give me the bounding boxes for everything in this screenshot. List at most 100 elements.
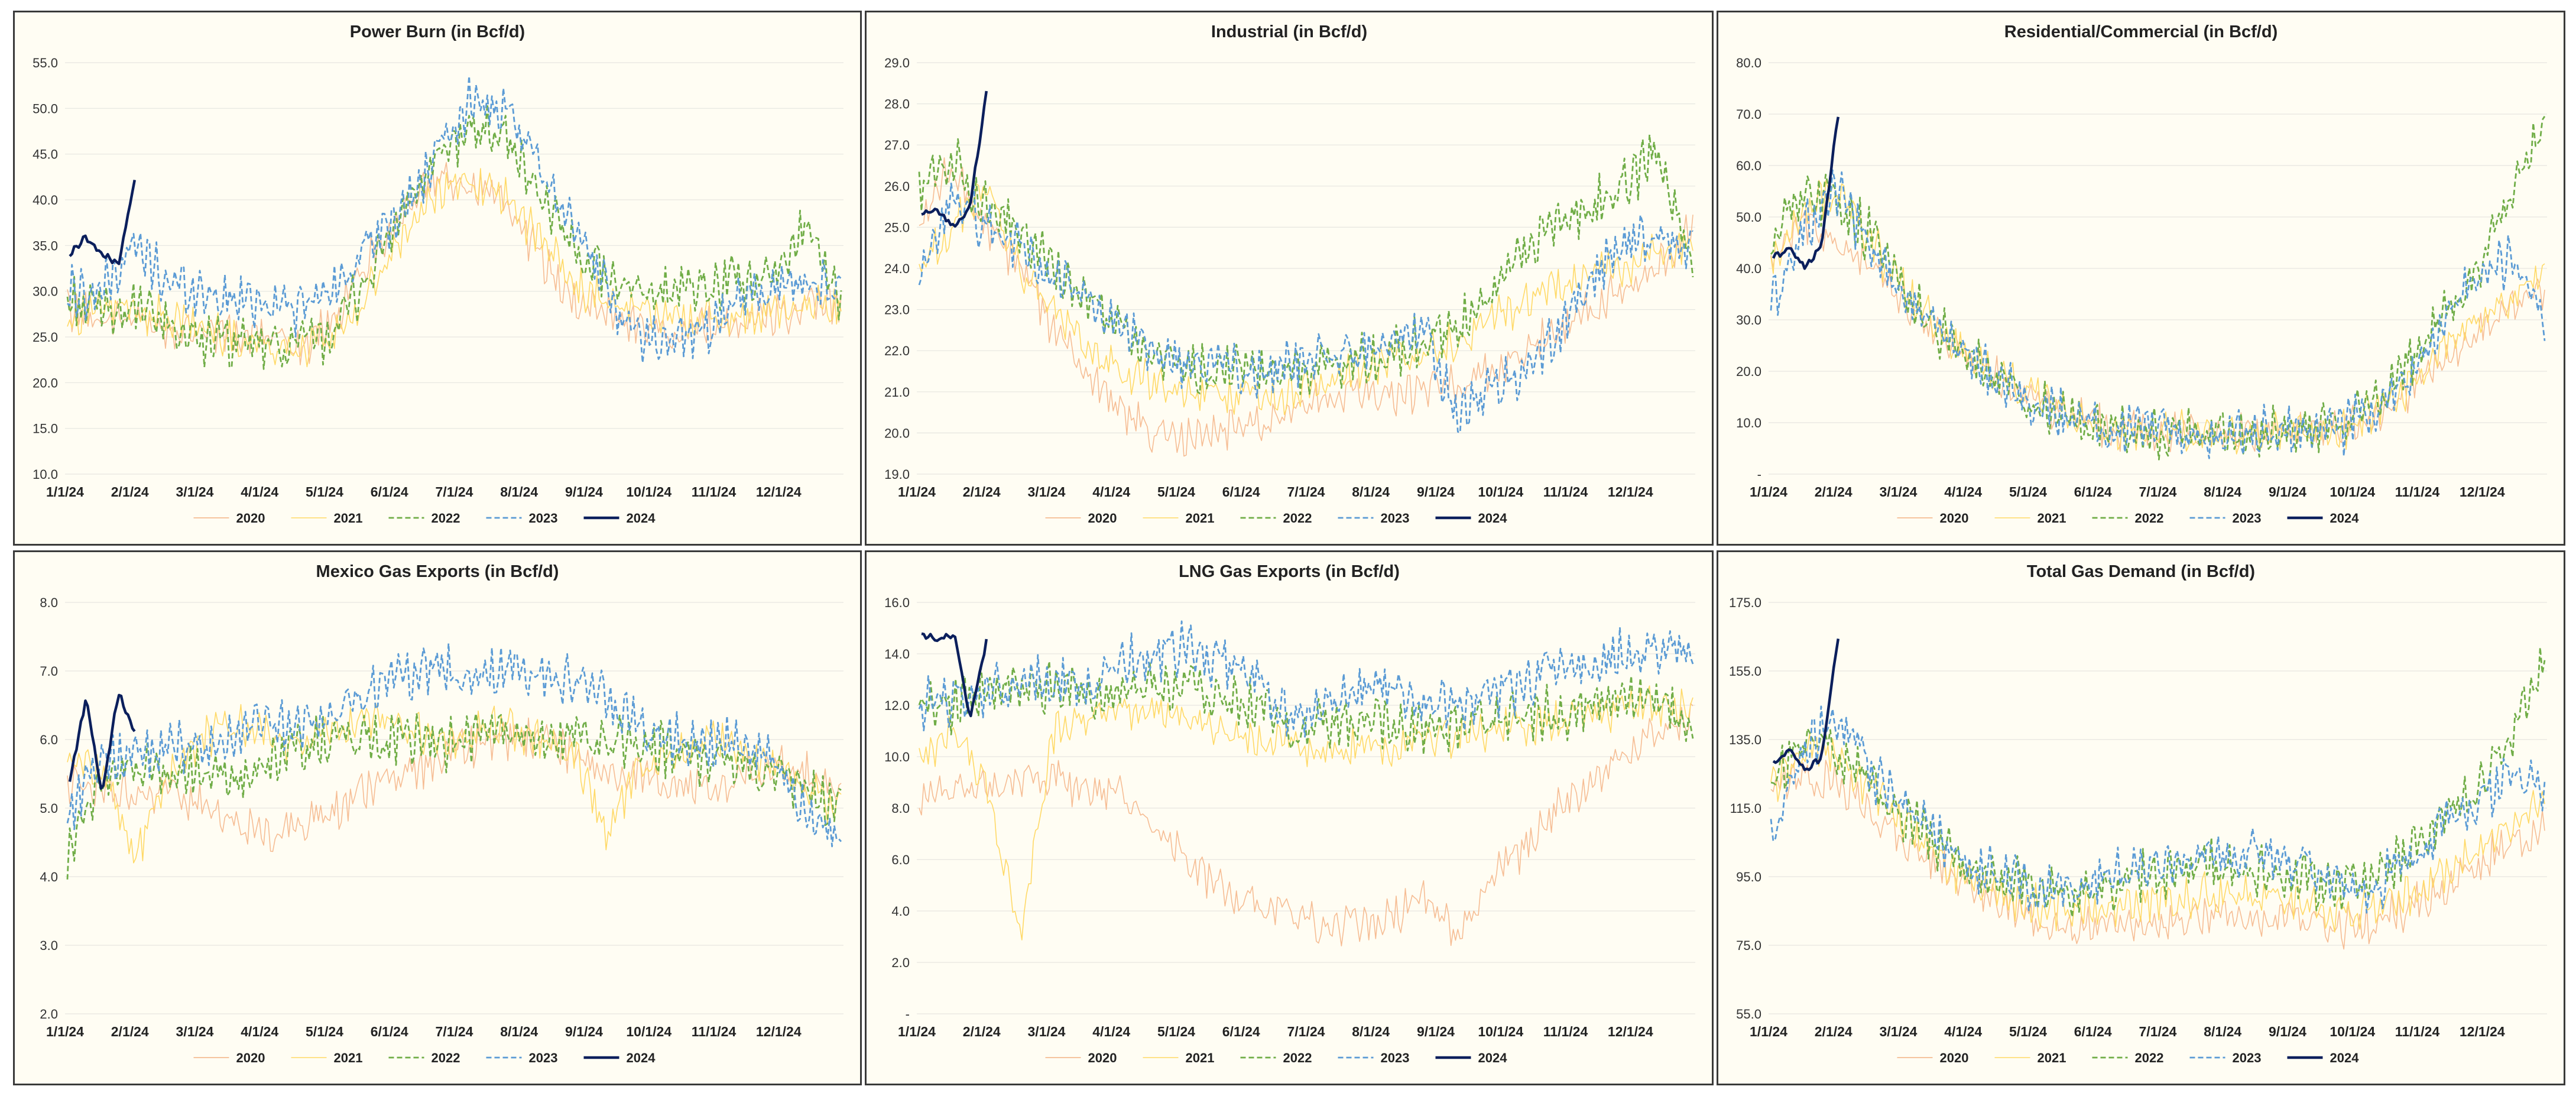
x-tick-label: 5/1/24	[1157, 1024, 1195, 1039]
legend-label: 2020	[1088, 511, 1117, 526]
x-tick-label: 8/1/24	[2204, 484, 2241, 500]
x-tick-label: 1/1/24	[898, 484, 936, 500]
series-line-2024	[1772, 638, 1840, 771]
y-tick-label: 20.0	[884, 426, 910, 440]
x-tick-label: 12/1/24	[2460, 484, 2505, 500]
x-tick-label: 6/1/24	[2074, 484, 2112, 500]
x-tick-label: 3/1/24	[176, 1024, 214, 1039]
legend-label: 2022	[432, 511, 460, 526]
y-tick-label: 80.0	[1736, 56, 1761, 70]
x-tick-label: 6/1/24	[371, 484, 408, 500]
legend-label: 2022	[432, 1050, 460, 1065]
chart-panel-3: Residential/Commercial (in Bcf/d) - 10.0 20…	[1717, 11, 2565, 546]
y-tick-label: 4.0	[891, 904, 910, 919]
x-tick-label: 4/1/24	[1944, 1024, 1982, 1039]
x-tick-label: 10/1/24	[626, 484, 671, 500]
y-tick-label: -	[906, 1007, 910, 1022]
legend-label: 2021	[1186, 1050, 1215, 1065]
x-tick-label: 6/1/24	[2074, 1024, 2112, 1039]
x-tick-label: 11/1/24	[692, 484, 737, 500]
x-tick-label: 5/1/24	[2009, 1024, 2047, 1039]
x-tick-label: 1/1/24	[898, 1024, 936, 1039]
legend-label: 2022	[1283, 511, 1312, 526]
x-tick-label: 10/1/24	[1478, 1024, 1523, 1039]
series-line-2021	[919, 183, 1693, 416]
y-tick-label: 20.0	[1736, 364, 1761, 379]
legend-label: 2023	[1381, 511, 1410, 526]
chart-panel-2: Industrial (in Bcf/d) 19.0 20.0 21.0 22.0 23.…	[865, 11, 1714, 546]
series-line-2023	[918, 182, 1693, 434]
series-line-2022	[1770, 116, 2546, 461]
x-tick-label: 2/1/24	[111, 484, 149, 500]
y-tick-label: 155.0	[1729, 664, 1761, 679]
x-tick-label: 11/1/24	[2395, 1024, 2440, 1039]
y-tick-label: 22.0	[884, 343, 910, 358]
legend-label: 2023	[529, 1050, 558, 1065]
y-tick-label: 30.0	[1736, 313, 1761, 327]
x-tick-label: 7/1/24	[1287, 484, 1325, 500]
y-tick-label: 29.0	[884, 56, 910, 70]
y-tick-label: 8.0	[891, 801, 910, 816]
y-tick-label: 135.0	[1729, 732, 1761, 747]
legend-label: 2024	[1478, 511, 1508, 526]
y-tick-label: 28.0	[884, 97, 910, 112]
y-tick-label: 25.0	[884, 220, 910, 235]
y-tick-label: 70.0	[1736, 107, 1761, 122]
legend-label: 2022	[1283, 1050, 1312, 1065]
x-tick-label: 8/1/24	[500, 484, 538, 500]
chart-title: Power Burn (in Bcf/d)	[350, 22, 525, 41]
y-tick-label: -	[1757, 467, 1761, 482]
legend-label: 2024	[627, 1050, 656, 1065]
y-tick-label: 19.0	[884, 467, 910, 482]
chart-title: Industrial (in Bcf/d)	[1211, 22, 1367, 41]
x-tick-label: 10/1/24	[2330, 1024, 2375, 1039]
y-tick-label: 60.0	[1736, 158, 1761, 173]
x-tick-label: 2/1/24	[1815, 484, 1852, 500]
x-tick-label: 2/1/24	[1815, 1024, 1852, 1039]
legend-label: 2021	[334, 1050, 363, 1065]
chart-svg: Mexico Gas Exports (in Bcf/d) 2.0 3.0 4.0 5.…	[40, 562, 843, 1065]
y-tick-label: 6.0	[891, 852, 910, 867]
chart-panel-4: Mexico Gas Exports (in Bcf/d) 2.0 3.0 4.0 5.…	[13, 550, 862, 1085]
x-tick-label: 3/1/24	[176, 484, 214, 500]
x-tick-label: 12/1/24	[1608, 484, 1653, 500]
x-tick-label: 11/1/24	[692, 1024, 737, 1039]
y-tick-label: 95.0	[1736, 870, 1761, 884]
y-tick-label: 115.0	[1730, 801, 1761, 816]
x-tick-label: 9/1/24	[1417, 1024, 1455, 1039]
x-tick-label: 4/1/24	[1092, 1024, 1130, 1039]
x-tick-label: 6/1/24	[371, 1024, 408, 1039]
legend-label: 2023	[1381, 1050, 1410, 1065]
chart-panel-5: LNG Gas Exports (in Bcf/d) - 2.0 4.0 6.0 8.0 1…	[865, 550, 1714, 1085]
y-tick-label: 3.0	[40, 938, 58, 953]
y-tick-label: 55.0	[33, 56, 58, 70]
y-tick-label: 21.0	[884, 385, 910, 400]
y-tick-label: 24.0	[884, 261, 910, 276]
series-line-2020	[919, 703, 1693, 946]
x-tick-label: 8/1/24	[500, 1024, 538, 1039]
y-tick-label: 175.0	[1729, 595, 1761, 610]
legend-label: 2022	[2135, 1050, 2164, 1065]
x-tick-label: 8/1/24	[2204, 1024, 2241, 1039]
x-tick-label: 3/1/24	[1028, 1024, 1066, 1039]
x-tick-label: 5/1/24	[1157, 484, 1195, 500]
chart-svg: Total Gas Demand (in Bcf/d) 55.0 75.0 95.0 1…	[1729, 562, 2547, 1065]
x-tick-label: 1/1/24	[46, 484, 84, 500]
chart-svg: Power Burn (in Bcf/d) 10.0 15.0 20.0 25.0 30.…	[33, 22, 843, 526]
legend-label: 2022	[2135, 511, 2164, 526]
chart-svg: Residential/Commercial (in Bcf/d) - 10.0 20…	[1736, 22, 2547, 526]
legend-label: 2023	[2233, 1050, 2262, 1065]
legend-label: 2024	[627, 511, 656, 526]
x-tick-label: 1/1/24	[1750, 1024, 1787, 1039]
series-line-2024	[68, 693, 136, 790]
x-tick-label: 4/1/24	[1944, 484, 1982, 500]
legend-label: 2024	[1478, 1050, 1508, 1065]
x-tick-label: 6/1/24	[1222, 484, 1260, 500]
x-tick-label: 12/1/24	[756, 1024, 802, 1039]
x-tick-label: 3/1/24	[1880, 1024, 1918, 1039]
legend-label: 2020	[1940, 1050, 1969, 1065]
series-line-2023	[67, 75, 842, 364]
series-line-2020	[919, 157, 1693, 457]
chart-panel-6: Total Gas Demand (in Bcf/d) 55.0 75.0 95.0 1…	[1717, 550, 2565, 1085]
y-tick-label: 27.0	[884, 138, 910, 153]
